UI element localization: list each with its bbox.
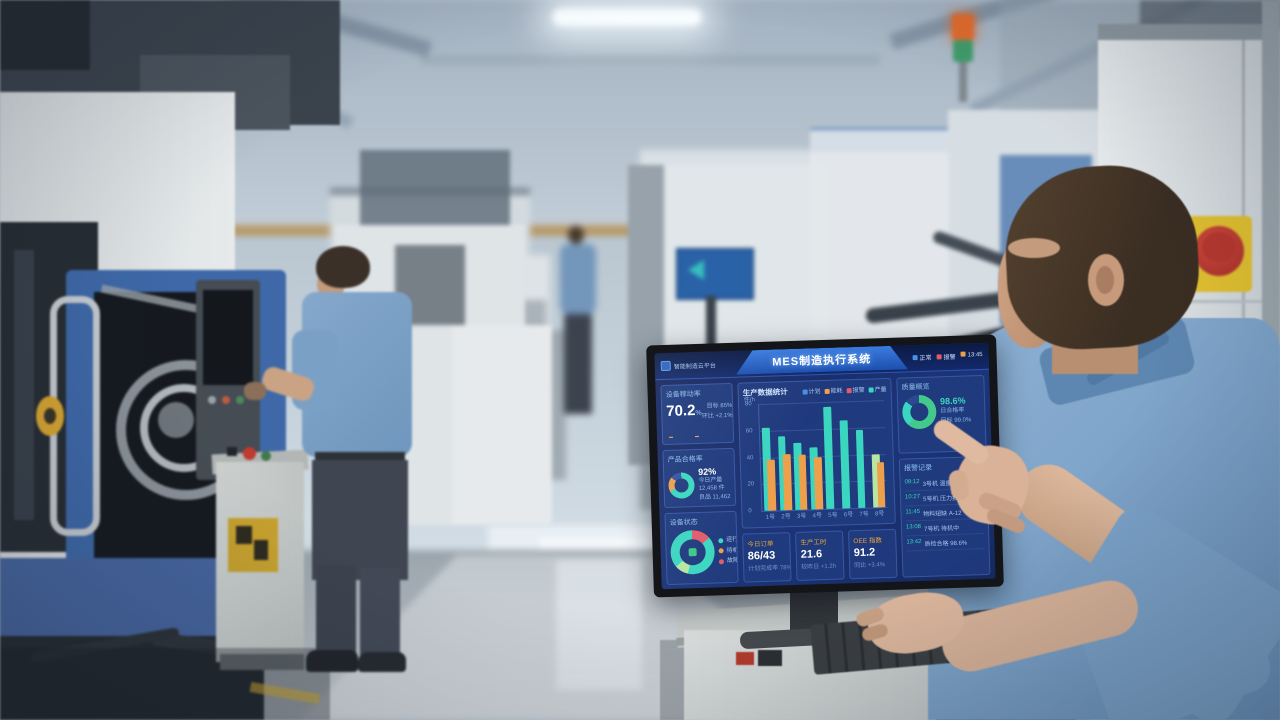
signal-tower-light-red <box>952 14 974 40</box>
distant-worker-body <box>560 244 596 314</box>
control-panel-screen <box>203 290 253 385</box>
pedestal-base <box>220 654 304 670</box>
pedestal-knob <box>227 447 237 456</box>
crane-rail <box>30 225 1040 236</box>
machine-block <box>452 325 552 525</box>
floor-reflection <box>556 560 642 690</box>
worker-leg <box>316 565 356 657</box>
pedestal-label-glyph <box>236 526 252 544</box>
distant-worker-head <box>568 226 584 244</box>
control-panel-button <box>208 396 216 404</box>
machine-blue-stripe <box>0 558 235 644</box>
pedestal-green-button <box>261 451 271 461</box>
warning-label-glyph <box>44 408 56 424</box>
machine-top-dark <box>0 0 90 70</box>
pedestal-red-button <box>243 447 256 460</box>
distant-worker-legs <box>564 314 592 414</box>
machine-panel-cap <box>1098 24 1280 40</box>
screen-post <box>706 296 716 356</box>
machine-window-streak <box>14 250 34 520</box>
hmi-glyph <box>688 260 704 280</box>
signal-tower-light-green <box>953 40 973 62</box>
floor-shadow <box>0 648 330 720</box>
emergency-stop-top <box>1202 232 1236 262</box>
roof-light <box>552 8 702 26</box>
ceiling-truss <box>420 55 880 65</box>
worker-pants <box>312 460 408 580</box>
pointing-index-finger <box>929 416 993 468</box>
pedestal-label-glyph <box>254 540 268 560</box>
worker-hand <box>244 382 266 400</box>
desk-switch <box>758 650 782 666</box>
control-panel-button <box>236 396 244 404</box>
hmi-screen <box>676 248 754 300</box>
desk-red-label <box>736 652 754 665</box>
engineer-ear-inner <box>1096 266 1114 294</box>
mold-hub <box>158 402 194 438</box>
machine-block <box>360 150 510 230</box>
worker-shoe <box>358 652 406 672</box>
control-panel-button <box>222 396 230 404</box>
engineer-brow <box>1008 238 1060 258</box>
worker-shoe <box>306 650 358 672</box>
worker-hair <box>316 246 370 288</box>
signal-tower-pole <box>959 58 967 102</box>
worker-leg <box>360 568 400 658</box>
